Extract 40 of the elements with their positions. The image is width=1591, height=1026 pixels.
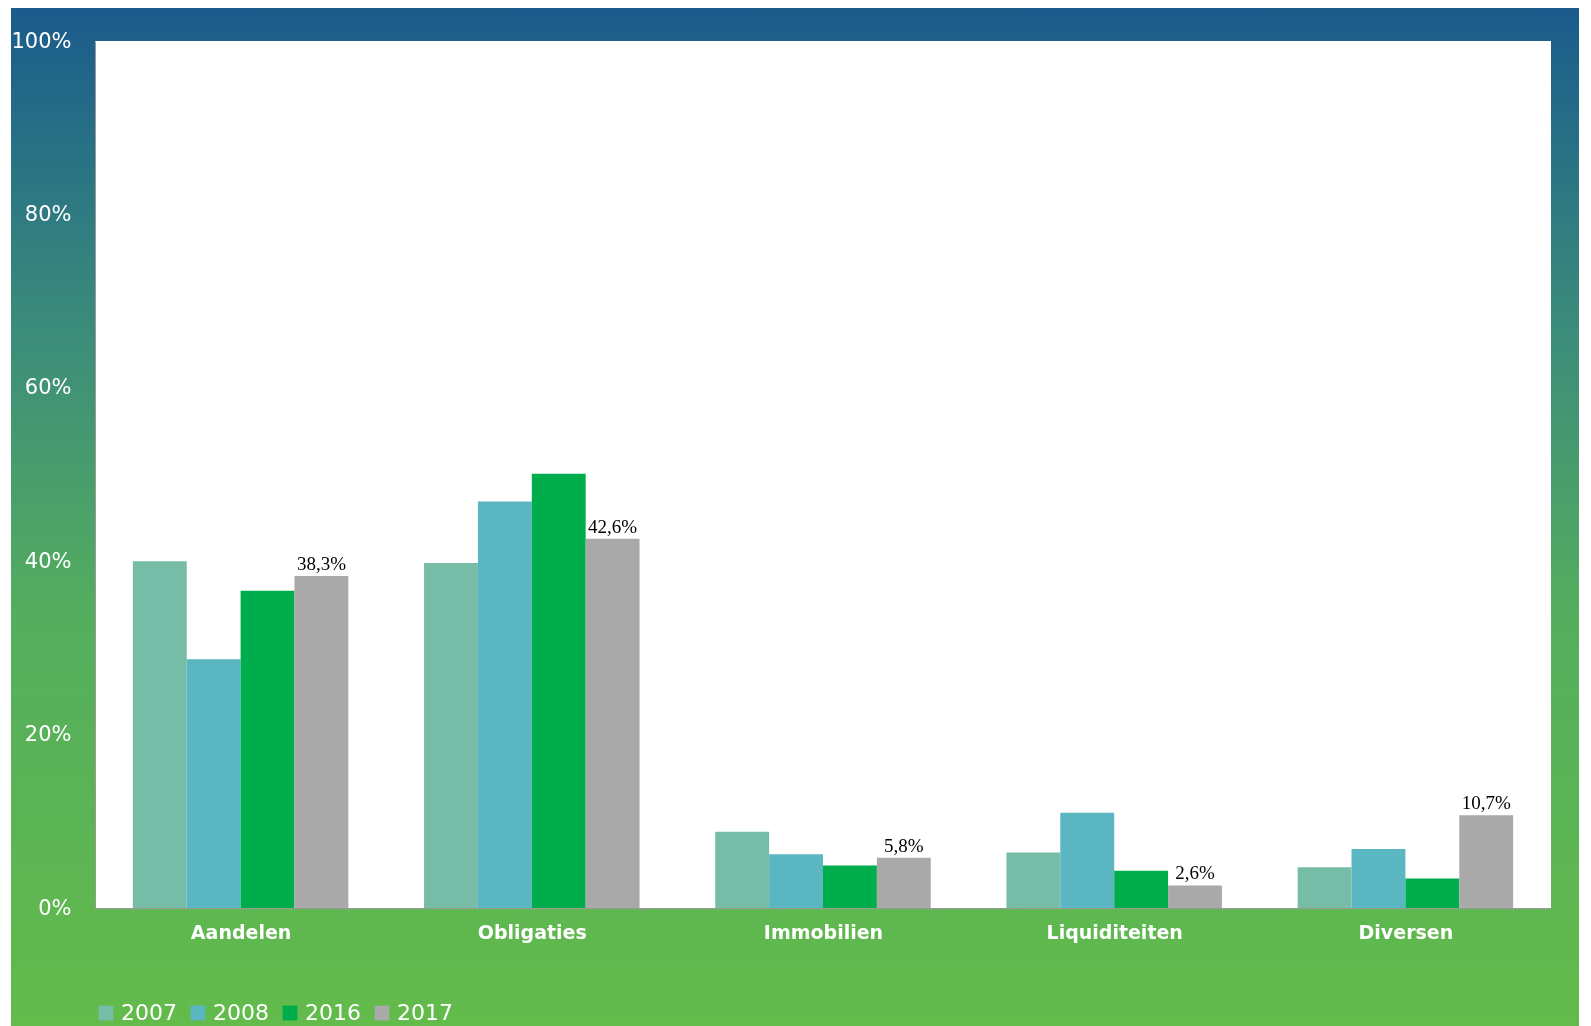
bar xyxy=(1459,815,1514,908)
bar xyxy=(240,590,295,908)
data-label: 38,3% xyxy=(296,552,347,574)
bar xyxy=(1297,867,1352,908)
y-tick-label: 20% xyxy=(24,722,72,747)
bar xyxy=(294,575,349,908)
bar xyxy=(132,561,187,908)
data-label: 2,6% xyxy=(1175,862,1215,884)
y-tick-label: 100% xyxy=(11,28,72,53)
bar xyxy=(1351,849,1406,908)
bar xyxy=(823,865,877,908)
legend-label: 2016 xyxy=(305,1000,361,1025)
bar xyxy=(531,473,586,908)
bar xyxy=(715,831,770,908)
bar xyxy=(1006,852,1061,908)
y-tick-label: 80% xyxy=(24,201,72,226)
y-tick-label: 60% xyxy=(24,375,72,400)
x-tick-label: Liquiditeiten xyxy=(1046,920,1183,943)
bar xyxy=(876,857,931,908)
x-tick-label: Obligaties xyxy=(477,920,587,943)
bar xyxy=(186,659,241,908)
bar xyxy=(1405,878,1460,908)
bar xyxy=(769,854,823,908)
legend-label: 2007 xyxy=(121,1000,177,1025)
data-label: 5,8% xyxy=(884,834,924,856)
y-tick-label: 0% xyxy=(38,895,72,920)
x-tick-label: Diversen xyxy=(1358,920,1454,943)
legend-label: 2008 xyxy=(213,1000,269,1025)
bar xyxy=(424,562,478,908)
bar xyxy=(1060,812,1115,908)
bar xyxy=(477,501,532,908)
data-label: 10,7% xyxy=(1461,792,1511,814)
legend-label: 2017 xyxy=(397,1000,453,1025)
bar xyxy=(1114,870,1169,908)
x-tick-label: Aandelen xyxy=(190,920,292,943)
bar xyxy=(1168,885,1222,908)
y-tick-label: 40% xyxy=(24,548,72,573)
x-tick-label: Immobilien xyxy=(763,920,884,943)
bar xyxy=(585,538,640,908)
data-label: 42,6% xyxy=(588,515,638,537)
